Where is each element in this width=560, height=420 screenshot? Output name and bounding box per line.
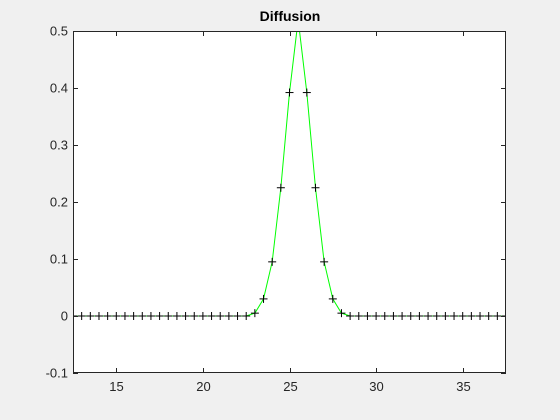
x-tick-label: 20 (196, 379, 210, 394)
y-tick-label: 0 (61, 309, 68, 324)
y-tick-label: -0.1 (46, 366, 68, 381)
x-tick-label: 15 (109, 379, 123, 394)
y-tick-label: 0.5 (50, 24, 68, 39)
x-tick-label: 30 (369, 379, 383, 394)
chart-title: Diffusion (260, 8, 321, 24)
x-tick-label: 35 (456, 379, 470, 394)
x-tick-label: 25 (283, 379, 297, 394)
y-tick-label: 0.4 (50, 81, 68, 96)
plot-area (73, 31, 506, 373)
y-tick-label: 0.2 (50, 195, 68, 210)
y-tick-label: 0.1 (50, 252, 68, 267)
y-tick-label: 0.3 (50, 138, 68, 153)
